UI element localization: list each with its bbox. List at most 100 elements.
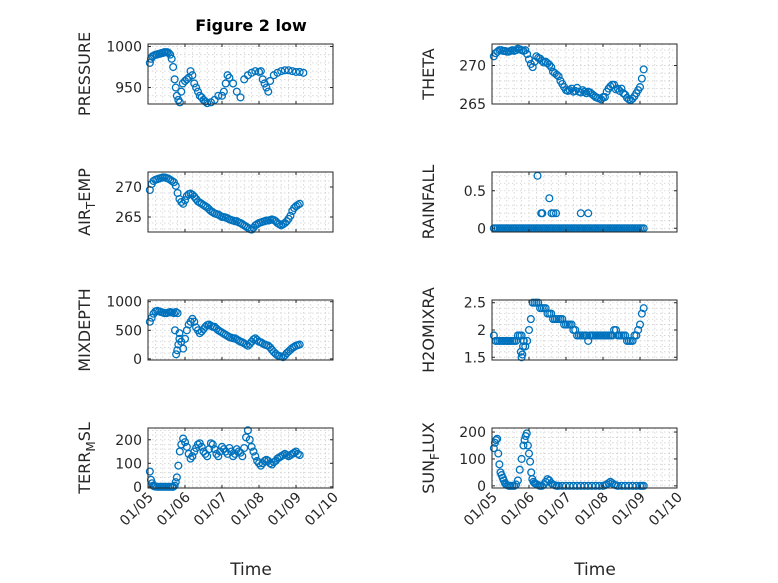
data-point bbox=[534, 298, 543, 307]
data-point bbox=[256, 67, 265, 76]
data-series bbox=[145, 48, 308, 108]
data-point bbox=[275, 220, 284, 229]
y-tick-label: 2 bbox=[477, 323, 486, 339]
data-point bbox=[282, 217, 291, 226]
data-point bbox=[637, 309, 646, 318]
data-point bbox=[293, 200, 302, 210]
y-axis-label: H2OMIXRA bbox=[419, 287, 438, 373]
y-axis-label: MIXDEPTH bbox=[75, 288, 94, 371]
data-point bbox=[295, 67, 304, 76]
data-point bbox=[635, 320, 645, 329]
data-point bbox=[518, 350, 527, 359]
data-point bbox=[145, 58, 154, 67]
data-point bbox=[251, 452, 260, 461]
x-tick-label: 01/09 bbox=[609, 490, 649, 530]
data-point bbox=[214, 452, 223, 461]
data-point bbox=[549, 209, 558, 218]
data-point bbox=[178, 79, 187, 88]
data-point bbox=[170, 481, 179, 490]
y-tick-label: 0 bbox=[477, 221, 486, 237]
data-point bbox=[203, 99, 212, 108]
y-tick-label: 500 bbox=[115, 323, 142, 339]
axes-box bbox=[147, 171, 334, 233]
data-point bbox=[288, 67, 297, 76]
x-tick-label: 01/07 bbox=[535, 490, 575, 530]
data-series bbox=[145, 306, 304, 362]
data-point bbox=[266, 76, 275, 86]
data-point bbox=[632, 331, 641, 340]
y-tick-label: 200 bbox=[459, 425, 486, 441]
data-point bbox=[245, 435, 254, 444]
data-point bbox=[282, 451, 291, 460]
data-point bbox=[611, 325, 620, 335]
axes-box bbox=[491, 43, 678, 105]
data-point bbox=[273, 68, 282, 77]
data-point bbox=[584, 336, 593, 345]
data-point bbox=[258, 75, 267, 84]
y-axis-label: TERRMSL bbox=[75, 422, 98, 495]
data-point bbox=[240, 443, 249, 453]
data-point bbox=[173, 309, 182, 318]
data-point bbox=[547, 63, 556, 72]
data-point bbox=[201, 97, 210, 106]
data-point bbox=[145, 467, 154, 476]
x-tick-label: 01/10 bbox=[646, 490, 686, 530]
data-point bbox=[186, 67, 195, 76]
data-point bbox=[580, 87, 589, 96]
subplot-1: 265 270 THETA bbox=[419, 43, 678, 113]
y-axis-label: AIRTEMP bbox=[75, 168, 98, 236]
data-point bbox=[172, 350, 181, 359]
data-point bbox=[172, 473, 181, 482]
data-point bbox=[197, 442, 206, 451]
data-point bbox=[295, 199, 304, 208]
data-point bbox=[280, 66, 289, 75]
data-series bbox=[145, 426, 304, 491]
data-point bbox=[634, 325, 643, 335]
y-tick-label: 265 bbox=[459, 97, 486, 113]
data-point bbox=[214, 91, 223, 100]
data-point bbox=[229, 452, 238, 461]
x-tick-label: 01/06 bbox=[154, 489, 194, 529]
data-point bbox=[264, 87, 273, 96]
data-point bbox=[180, 334, 190, 343]
x-axis-label-left: Time bbox=[229, 560, 272, 580]
data-point bbox=[243, 426, 252, 435]
data-point bbox=[519, 336, 528, 345]
y-axis-label: THETA bbox=[419, 48, 438, 100]
data-point bbox=[219, 87, 228, 96]
subplot-4: 0 500 1000 MIXDEPTH bbox=[75, 288, 334, 372]
data-point bbox=[600, 93, 609, 102]
x-tick-label: 01/08 bbox=[228, 490, 268, 530]
data-point bbox=[547, 309, 556, 318]
x-axis-label-right: Time bbox=[573, 560, 616, 580]
data-point bbox=[171, 181, 180, 190]
data-point bbox=[521, 342, 530, 351]
data-point bbox=[232, 87, 241, 96]
data-point bbox=[567, 320, 576, 329]
data-point bbox=[639, 65, 648, 74]
data-point bbox=[492, 436, 501, 445]
data-point bbox=[637, 74, 646, 83]
data-point bbox=[604, 479, 613, 488]
data-point bbox=[145, 317, 154, 326]
y-tick-label: 1000 bbox=[106, 39, 142, 55]
data-point bbox=[284, 66, 293, 75]
data-point bbox=[208, 440, 217, 449]
data-point bbox=[203, 452, 212, 461]
data-point bbox=[188, 71, 197, 80]
data-point bbox=[170, 75, 179, 84]
data-point bbox=[180, 438, 190, 447]
y-tick-label: 200 bbox=[115, 433, 142, 449]
data-point bbox=[251, 67, 260, 76]
y-tick-label: 100 bbox=[459, 452, 486, 468]
data-point bbox=[167, 54, 176, 63]
data-point bbox=[177, 87, 186, 96]
data-point bbox=[175, 98, 184, 107]
data-point bbox=[291, 67, 301, 76]
data-point bbox=[169, 62, 178, 72]
y-tick-label: 0 bbox=[133, 352, 142, 368]
y-tick-label: 0 bbox=[133, 480, 142, 496]
data-point bbox=[186, 454, 195, 463]
data-point bbox=[523, 336, 532, 345]
data-point bbox=[621, 331, 630, 340]
